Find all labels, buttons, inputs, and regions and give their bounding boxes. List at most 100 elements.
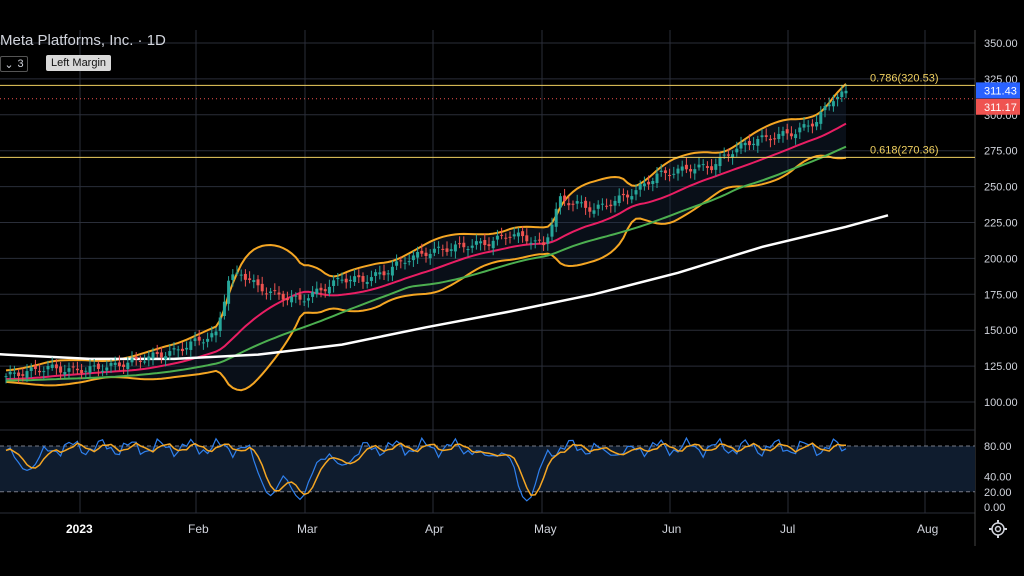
candle-body: [764, 135, 768, 137]
candle-body: [122, 364, 126, 367]
candle-body: [512, 234, 516, 237]
candle-body: [516, 232, 520, 237]
candle-body: [340, 279, 344, 281]
price-axis-tick: 125.00: [984, 361, 1018, 373]
candle-body: [638, 184, 642, 190]
candle-body: [281, 293, 285, 300]
candle-body: [609, 204, 613, 207]
price-axis-tick: 200.00: [984, 253, 1018, 265]
price-axis-tick: 175.00: [984, 289, 1018, 301]
candle-body: [130, 358, 134, 363]
candle-body: [844, 90, 848, 94]
candle-body: [575, 201, 579, 204]
candle-body: [306, 298, 310, 301]
candle-body: [827, 104, 831, 107]
candle-body: [395, 261, 399, 266]
candle-body: [802, 124, 806, 128]
candle-body: [38, 370, 42, 373]
rsi-axis-tick: 80.00: [984, 441, 1012, 453]
candle-body: [705, 166, 709, 168]
candle-body: [739, 143, 743, 149]
time-axis-label: Jul: [780, 522, 795, 536]
candle-body: [554, 208, 558, 227]
candle-body: [479, 241, 483, 244]
candle-body: [420, 250, 424, 254]
candle-body: [504, 237, 508, 239]
candle-body: [332, 280, 336, 286]
candle-body: [487, 244, 491, 247]
candle-body: [592, 210, 596, 214]
candle-body: [46, 366, 50, 370]
chevron-down-icon: ⌄: [4, 58, 14, 71]
bollinger-upper-line: [5, 83, 847, 372]
candle-body: [117, 362, 121, 367]
candle-body: [756, 138, 760, 146]
candle-body: [571, 203, 575, 205]
candle-body: [714, 164, 718, 170]
candle-body: [29, 367, 33, 371]
candle-body: [180, 348, 184, 352]
candle-body: [294, 295, 298, 297]
candle-body: [290, 296, 294, 303]
candle-body: [92, 365, 96, 367]
time-axis-label: May: [534, 522, 557, 536]
candle-body: [138, 360, 142, 362]
candle-body: [500, 234, 504, 236]
candle-body: [655, 173, 659, 184]
candle-body: [21, 374, 25, 376]
candle-body: [269, 291, 273, 293]
candle-body: [672, 173, 676, 175]
price-label-text: 311.43: [984, 85, 1017, 97]
candle-body: [151, 352, 155, 359]
ma-slow-line: [0, 214, 889, 361]
candle-body: [59, 366, 63, 373]
candle-body: [411, 255, 415, 261]
candle-body: [17, 372, 21, 377]
candle-body: [168, 351, 172, 356]
candle-body: [252, 280, 256, 283]
candle-body: [785, 129, 789, 134]
left-margin-button[interactable]: Left Margin: [46, 55, 112, 71]
candle-body: [424, 252, 428, 256]
gear-icon[interactable]: [988, 519, 1008, 539]
candle-body: [437, 246, 441, 248]
candle-body: [701, 164, 705, 166]
candle-body: [550, 224, 554, 237]
candle-body: [63, 372, 67, 375]
price-axis-tick: 150.00: [984, 325, 1018, 337]
candle-body: [353, 276, 357, 282]
candle-body: [344, 278, 348, 283]
candle-body: [109, 362, 113, 366]
candle-body: [722, 154, 726, 156]
candle-body: [101, 370, 105, 372]
candle-body: [80, 370, 84, 374]
candle-body: [676, 168, 680, 174]
candle-body: [462, 242, 466, 248]
candle-body: [617, 195, 621, 204]
candle-body: [25, 371, 29, 378]
candle-body: [260, 283, 264, 292]
candle-body: [12, 372, 16, 374]
candle-body: [96, 363, 100, 369]
indicator-collapse-button[interactable]: ⌄ 3: [0, 56, 28, 72]
ma-fast-line: [6, 122, 847, 380]
candle-body: [231, 274, 235, 281]
candle-body: [185, 347, 189, 350]
candle-body: [273, 290, 277, 292]
candle-body: [453, 244, 457, 252]
candle-body: [726, 154, 730, 156]
candle-body: [605, 205, 609, 207]
candle-body: [105, 367, 109, 371]
ma-medium-line: [5, 145, 847, 382]
candle-body: [495, 235, 499, 240]
candle-body: [256, 279, 260, 286]
candle-body: [789, 133, 793, 137]
candle-body: [470, 245, 474, 248]
candle-body: [537, 239, 541, 241]
candle-body: [382, 271, 386, 276]
indicator-count: 3: [17, 58, 24, 70]
candle-body: [747, 141, 751, 146]
candle-body: [134, 356, 138, 359]
candle-body: [718, 156, 722, 167]
